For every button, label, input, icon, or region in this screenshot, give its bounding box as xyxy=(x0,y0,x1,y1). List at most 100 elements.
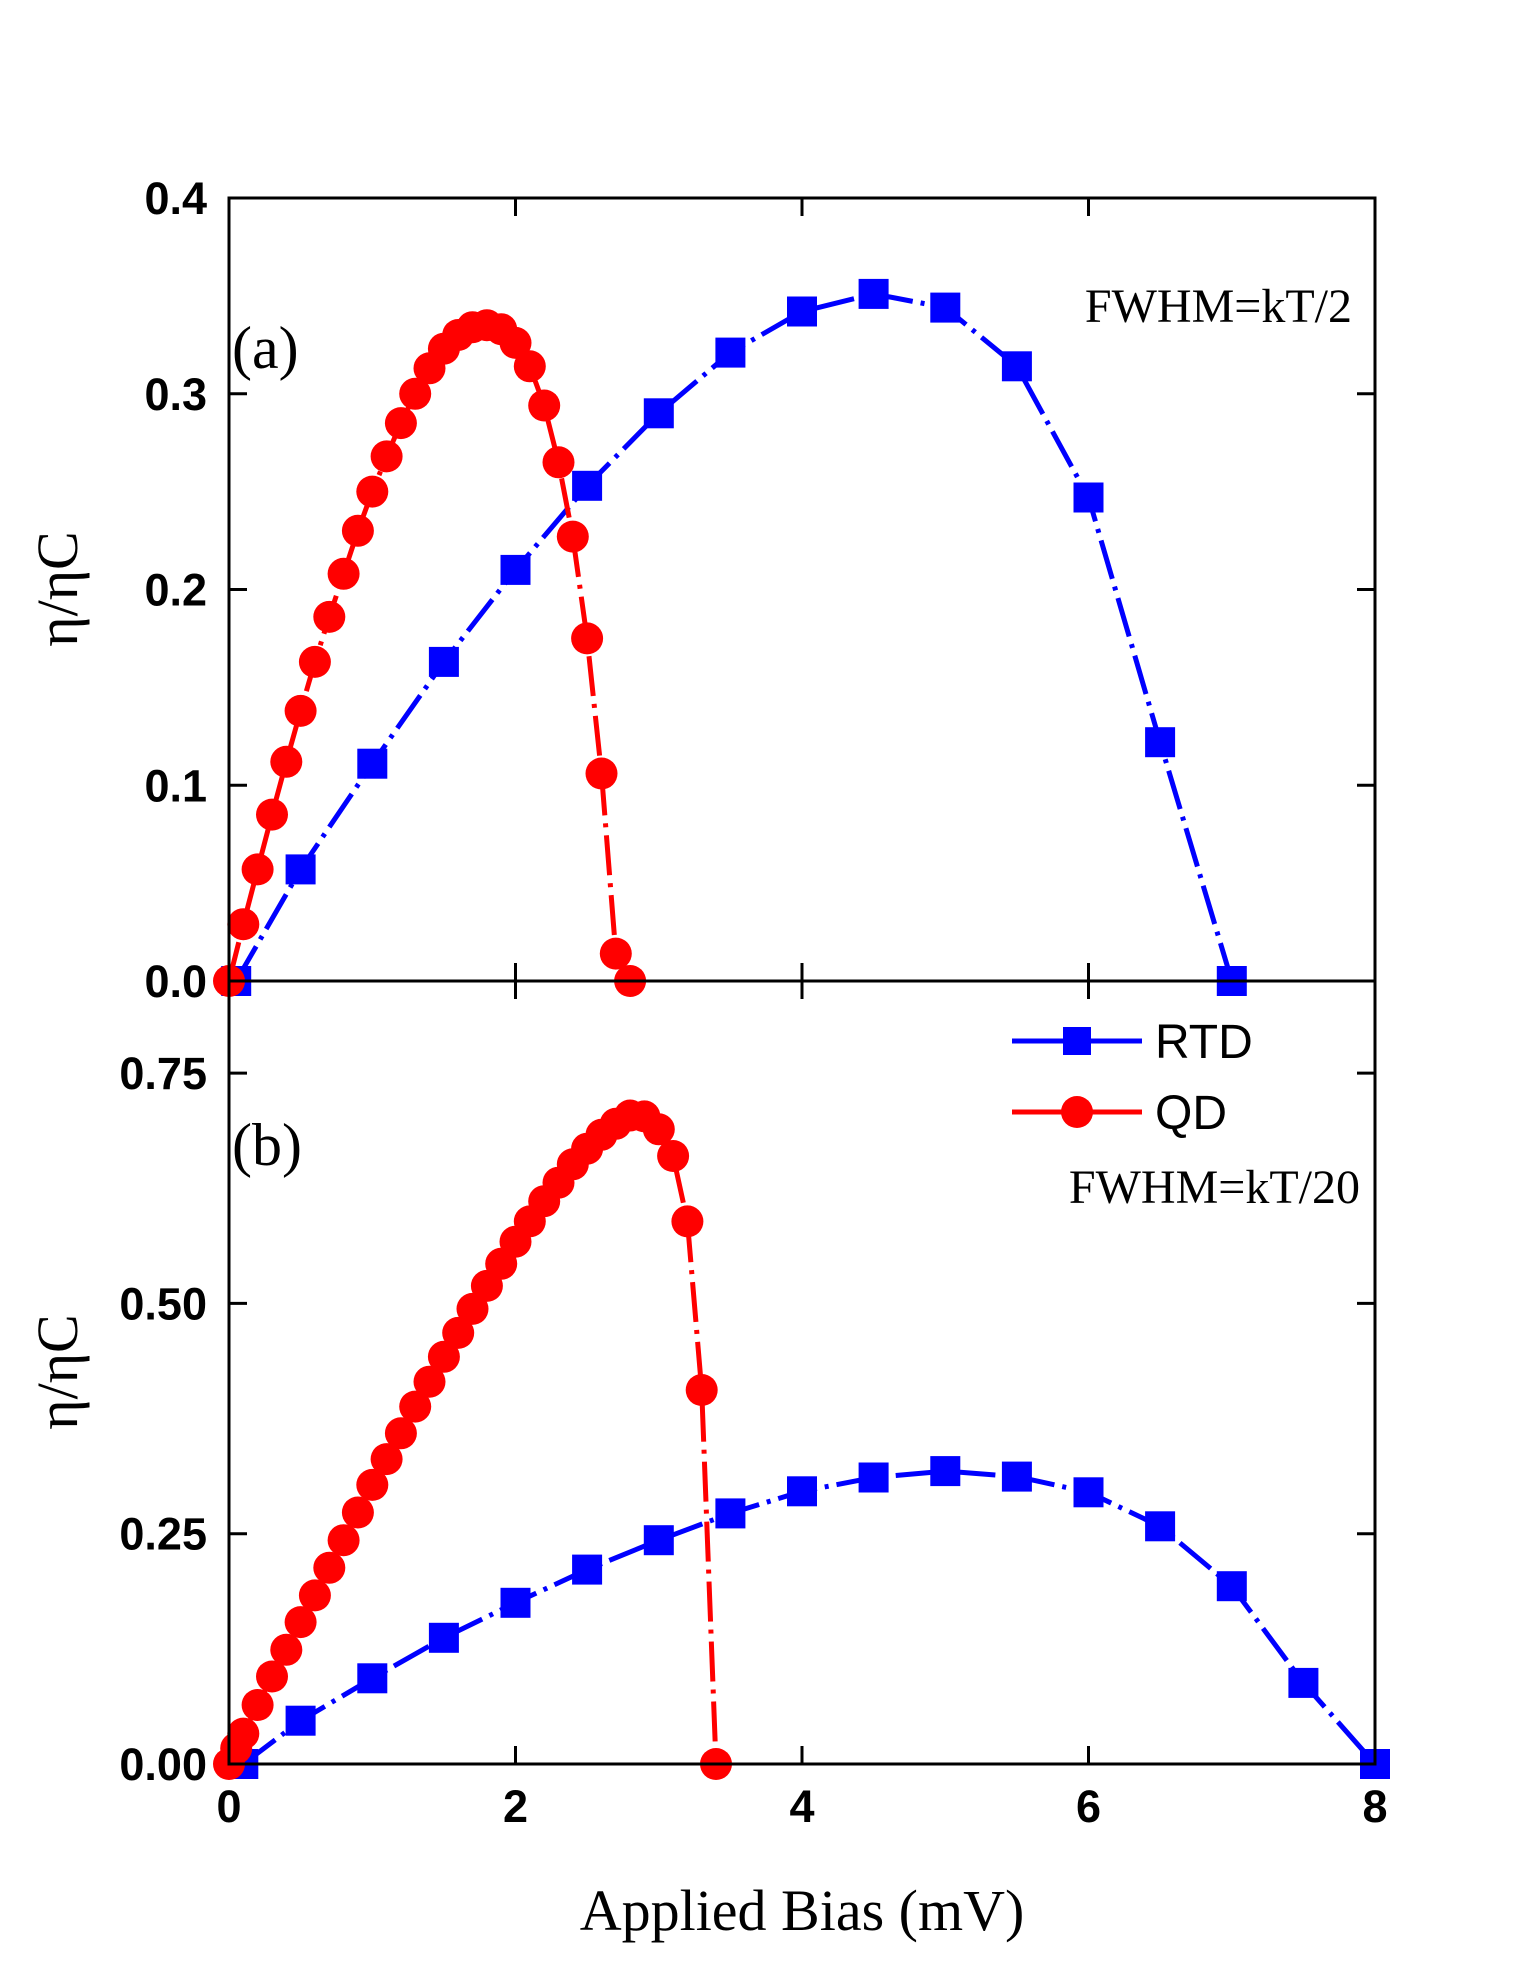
data-point-qd xyxy=(313,1551,346,1584)
data-point-rtd xyxy=(1145,1511,1176,1542)
panel-a-series xyxy=(213,278,1247,997)
data-point-rtd xyxy=(1073,482,1104,513)
data-point-qd xyxy=(384,1417,417,1450)
y-tick-label: 0.1 xyxy=(144,760,207,811)
data-point-rtd xyxy=(930,292,961,323)
y-tick-label: 0.00 xyxy=(119,1739,207,1790)
legend: RTD QD xyxy=(1012,1016,1253,1140)
data-point-qd xyxy=(241,1689,274,1721)
data-point-qd xyxy=(642,1113,675,1146)
y-tick-label: 0.4 xyxy=(144,173,207,224)
legend-qd-marker xyxy=(1061,1096,1093,1128)
data-point-qd xyxy=(256,798,288,831)
data-point-qd xyxy=(442,1316,475,1349)
data-point-qd xyxy=(284,1606,317,1639)
data-point-qd xyxy=(241,853,274,886)
data-point-qd xyxy=(270,745,303,778)
data-point-rtd xyxy=(787,1476,817,1507)
data-point-rtd xyxy=(715,337,746,368)
data-point-qd xyxy=(399,1390,432,1423)
legend-rtd-marker xyxy=(1063,1027,1091,1055)
panel-a-ylabel: η/ηC xyxy=(25,531,90,646)
data-point-qd xyxy=(599,937,632,970)
data-point-rtd xyxy=(572,470,603,501)
data-point-qd xyxy=(413,1365,446,1398)
panel-b-annotation: FWHM=kT/20 xyxy=(1069,1161,1360,1214)
data-point-qd xyxy=(327,1524,360,1557)
data-point-rtd xyxy=(715,1498,746,1529)
data-point-qd xyxy=(657,1140,690,1172)
data-point-rtd xyxy=(1145,727,1176,758)
data-point-rtd xyxy=(787,296,817,327)
data-point-qd xyxy=(585,757,618,790)
data-point-rtd xyxy=(643,398,674,429)
panel-a-ticks: 0.0 0.1 0.2 0.3 0.4 xyxy=(144,173,1377,1007)
y-tick-label: 0.75 xyxy=(119,1048,207,1099)
legend-qd-label: QD xyxy=(1155,1087,1227,1140)
data-point-rtd xyxy=(285,854,316,885)
x-tick-label: 0 xyxy=(216,1781,241,1832)
data-point-qd xyxy=(513,350,546,383)
data-point-rtd xyxy=(500,554,531,585)
x-tick-label: 8 xyxy=(1362,1781,1387,1832)
data-point-rtd xyxy=(428,1622,459,1653)
panel-b-series xyxy=(213,1099,1390,1780)
data-point-rtd xyxy=(1073,1477,1104,1508)
y-tick-label: 0.2 xyxy=(144,565,207,616)
panel-a: 0.0 0.1 0.2 0.3 0.4 (a) FWHM=kT/2 η/ηC xyxy=(25,173,1377,1007)
data-point-qd xyxy=(270,1633,303,1666)
data-point-qd xyxy=(528,389,561,422)
data-point-qd xyxy=(356,475,389,508)
series-line-qd xyxy=(226,322,633,983)
data-point-rtd xyxy=(1001,1461,1032,1492)
data-point-qd xyxy=(427,1340,460,1373)
data-point-qd xyxy=(298,645,331,678)
data-point-rtd xyxy=(428,646,459,677)
data-point-rtd xyxy=(285,1705,316,1736)
data-point-qd xyxy=(327,557,360,590)
data-point-qd xyxy=(556,520,589,553)
data-point-rtd xyxy=(1288,1667,1319,1698)
x-axis-title: Applied Bias (mV) xyxy=(580,1878,1025,1943)
data-point-qd xyxy=(685,1374,718,1406)
data-point-rtd xyxy=(357,1663,388,1694)
panel-b-label: (b) xyxy=(232,1112,302,1178)
data-point-qd xyxy=(341,1496,374,1529)
y-tick-label: 0.0 xyxy=(144,956,207,1007)
x-tick-label: 4 xyxy=(789,1781,814,1832)
y-tick-label: 0.50 xyxy=(119,1278,207,1329)
data-point-rtd xyxy=(858,278,889,309)
data-point-qd xyxy=(571,622,604,655)
data-point-qd xyxy=(284,694,317,727)
legend-rtd-label: RTD xyxy=(1155,1016,1253,1069)
data-point-rtd xyxy=(643,1525,674,1556)
data-point-qd xyxy=(499,326,532,359)
data-point-rtd xyxy=(930,1456,961,1487)
data-point-qd xyxy=(671,1205,704,1238)
data-point-qd xyxy=(298,1579,331,1612)
data-point-qd xyxy=(542,446,575,479)
x-tick-label: 2 xyxy=(503,1781,528,1832)
panel-a-label: (a) xyxy=(232,315,299,381)
data-point-qd xyxy=(227,908,260,941)
data-point-qd xyxy=(399,377,432,410)
y-tick-label: 0.3 xyxy=(144,369,207,420)
data-point-qd xyxy=(341,514,374,547)
data-point-rtd xyxy=(572,1554,603,1585)
y-tick-label: 0.25 xyxy=(119,1509,207,1560)
data-point-qd xyxy=(356,1468,389,1501)
x-tick-label: 6 xyxy=(1076,1781,1101,1832)
data-point-qd xyxy=(384,407,417,440)
data-point-qd xyxy=(227,1717,260,1750)
data-point-rtd xyxy=(1001,351,1032,382)
data-point-qd xyxy=(313,600,346,633)
data-point-qd xyxy=(256,1660,288,1693)
data-point-qd xyxy=(370,1443,403,1476)
panel-a-annotation: FWHM=kT/2 xyxy=(1085,280,1352,333)
data-point-qd xyxy=(456,1292,489,1325)
data-point-rtd xyxy=(858,1462,889,1493)
data-point-qd xyxy=(370,440,403,473)
data-point-rtd xyxy=(1216,1571,1247,1602)
data-point-rtd xyxy=(357,748,388,779)
